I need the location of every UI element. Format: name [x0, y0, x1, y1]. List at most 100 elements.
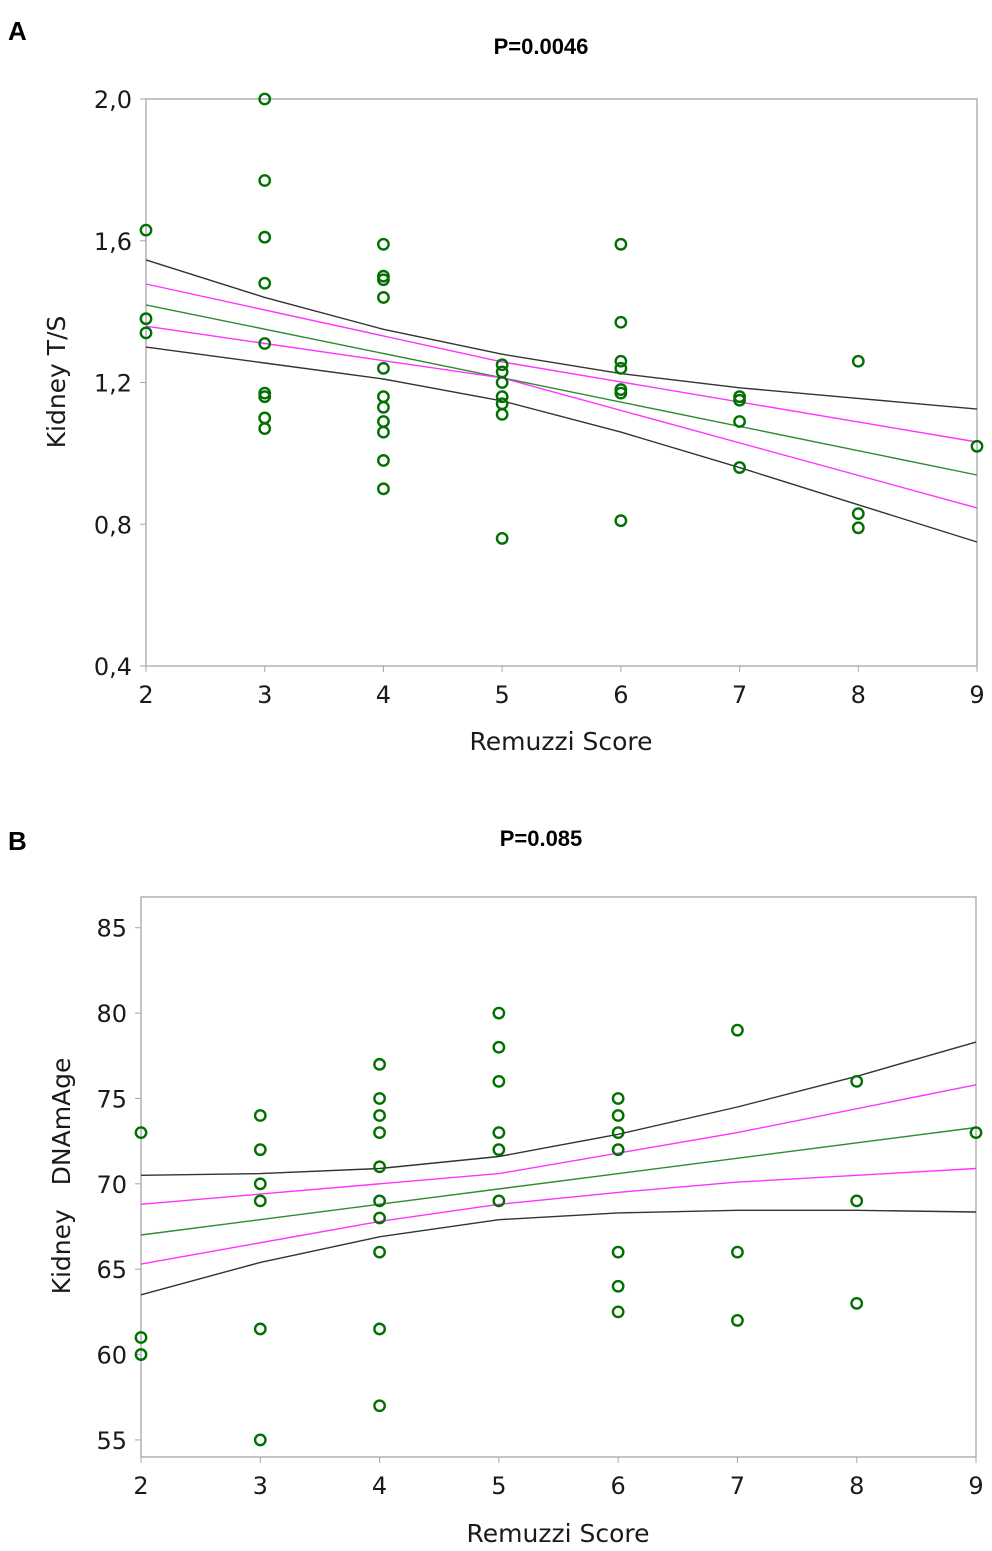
data-point	[851, 507, 865, 521]
y-tick-label: 1,6	[94, 228, 132, 256]
data-point	[377, 400, 390, 414]
chart-title: P=0.085	[500, 826, 583, 851]
line-pi-lower	[145, 346, 978, 543]
data-point	[611, 1279, 625, 1293]
data-point	[139, 223, 153, 237]
data-point	[733, 461, 746, 474]
data-point	[492, 1040, 506, 1054]
data-point	[373, 1211, 386, 1225]
x-tick-label: 6	[611, 1472, 626, 1500]
data-point	[614, 354, 628, 368]
y-axis-label: Kidney T/S	[42, 316, 71, 449]
data-point	[373, 1322, 386, 1336]
y-tick-label: 85	[96, 915, 127, 943]
data-point	[377, 454, 390, 467]
data-point	[373, 1194, 386, 1208]
data-point	[495, 532, 509, 545]
data-point	[850, 1074, 864, 1088]
data-point	[492, 1074, 506, 1088]
data-point	[731, 1245, 744, 1259]
data-point	[139, 312, 153, 326]
y-tick-label: 1,2	[94, 370, 132, 398]
data-point	[492, 1126, 506, 1140]
data-point	[614, 514, 628, 528]
data-point	[611, 1126, 625, 1140]
x-tick-label: 3	[257, 681, 272, 709]
line-pi-lower	[140, 1209, 977, 1296]
x-tick-label: 2	[138, 681, 153, 709]
data-point	[134, 1126, 148, 1140]
data-point	[495, 376, 509, 389]
data-point	[258, 337, 272, 350]
line-fit	[140, 1126, 977, 1236]
data-point	[611, 1092, 625, 1105]
y-axis-label: Kidney DNAmAge	[47, 1058, 76, 1295]
line-ci-lower	[140, 1167, 977, 1265]
data-point	[377, 361, 390, 375]
data-point	[492, 1006, 506, 1020]
x-tick-label: 8	[851, 681, 866, 709]
data-point	[258, 276, 272, 290]
data-point	[253, 1109, 267, 1122]
data-point	[253, 1177, 267, 1191]
y-tick-label: 60	[96, 1342, 127, 1370]
data-point	[373, 1245, 386, 1259]
y-tick-label: 75	[96, 1085, 127, 1113]
data-point	[258, 411, 272, 425]
x-tick-label: 9	[968, 1472, 983, 1500]
x-tick-label: 2	[133, 1472, 148, 1500]
line-pi-upper	[140, 1041, 977, 1176]
x-axis-label: Remuzzi Score	[470, 727, 653, 756]
data-point	[850, 1296, 864, 1310]
data-point	[377, 390, 390, 404]
data-point	[377, 415, 390, 428]
data-point	[253, 1143, 267, 1157]
data-point	[373, 1092, 386, 1105]
y-tick-label: 0,8	[94, 511, 132, 539]
data-point	[258, 92, 272, 106]
y-tick-label: 0,4	[94, 653, 132, 681]
data-point	[850, 1194, 864, 1208]
line-pi-upper	[145, 259, 978, 410]
data-point	[970, 439, 984, 453]
x-tick-label: 8	[849, 1472, 864, 1500]
x-axis-label: Remuzzi Score	[467, 1519, 650, 1548]
y-tick-label: 2,0	[94, 86, 132, 114]
data-point	[253, 1194, 267, 1208]
data-point	[611, 1143, 625, 1157]
line-ci-upper	[145, 283, 978, 443]
y-tick-label: 70	[96, 1171, 127, 1199]
plot-frame	[145, 98, 978, 667]
data-point	[373, 1160, 386, 1174]
panel-label: B	[8, 826, 27, 856]
data-point	[611, 1305, 625, 1319]
data-point	[139, 326, 153, 340]
x-tick-label: 3	[253, 1472, 268, 1500]
data-point	[495, 390, 509, 404]
chart-title: P=0.0046	[494, 34, 589, 59]
x-tick-label: 7	[732, 681, 747, 709]
x-tick-label: 5	[491, 1472, 506, 1500]
data-point	[258, 390, 272, 404]
line-ci-upper	[140, 1084, 977, 1205]
data-point	[495, 407, 509, 421]
data-point	[258, 230, 272, 244]
x-tick-label: 4	[376, 681, 391, 709]
data-point	[492, 1143, 506, 1157]
data-point	[258, 422, 272, 435]
panel-b: B P=0.085 Remuzzi Score Kidney DNAmAge 2…	[8, 826, 984, 1548]
data-point	[373, 1399, 386, 1413]
data-point	[492, 1194, 506, 1208]
data-point	[495, 397, 509, 411]
data-point	[253, 1322, 267, 1336]
data-point	[377, 273, 390, 287]
plot-frame	[140, 896, 977, 1458]
data-point	[253, 1433, 267, 1447]
y-tick-label: 65	[96, 1256, 127, 1284]
data-point	[731, 1314, 744, 1327]
data-point	[258, 174, 272, 187]
x-tick-label: 4	[372, 1472, 387, 1500]
data-point	[733, 415, 746, 428]
x-tick-label: 7	[730, 1472, 745, 1500]
